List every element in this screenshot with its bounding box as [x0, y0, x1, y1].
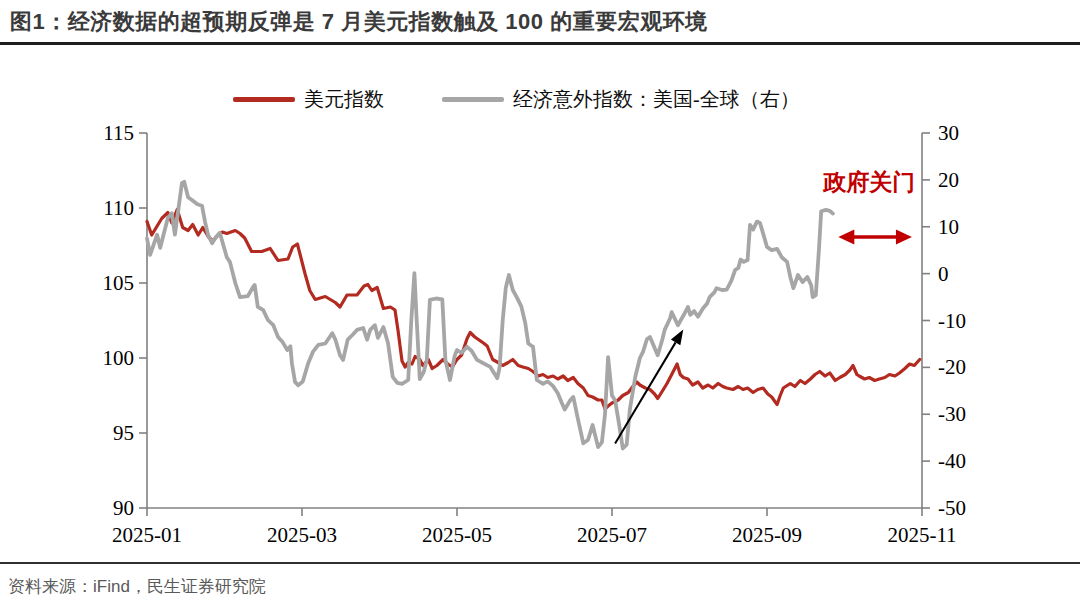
- left-axis-tick-label: 105: [103, 271, 135, 295]
- right-axis-tick-label: -30: [938, 402, 966, 426]
- x-axis-tick-label: 2025-05: [422, 523, 492, 547]
- x-axis-tick-label: 2025-07: [577, 523, 647, 547]
- x-axis-tick-label: 2025-01: [112, 523, 182, 547]
- trend-up-arrow-head-icon: [671, 330, 683, 346]
- x-axis-tick-label: 2025-03: [267, 523, 337, 547]
- left-axis-tick-label: 90: [113, 496, 134, 520]
- right-axis-tick-label: 20: [938, 168, 959, 192]
- figure-container: 图1：经济数据的超预期反弹是 7 月美元指数触及 100 的重要宏观环境 美元指…: [0, 0, 1080, 611]
- right-axis-tick-label: -50: [938, 496, 966, 520]
- right-axis-tick-label: 10: [938, 215, 959, 239]
- x-axis-tick-label: 2025-09: [732, 523, 802, 547]
- left-axis-tick-label: 115: [103, 121, 134, 145]
- shutdown-annotation-label: 政府关门: [822, 169, 915, 195]
- right-axis-tick-label: 30: [938, 121, 959, 145]
- x-axis-tick-label: 2025-11: [887, 523, 956, 547]
- left-axis-tick-label: 110: [103, 196, 134, 220]
- source-divider: [0, 562, 1080, 564]
- right-axis-tick-label: -40: [938, 449, 966, 473]
- right-axis-tick-label: -10: [938, 309, 966, 333]
- dual-axis-line-chart: 11511010510095903020100-10-20-30-40-5020…: [0, 0, 1080, 568]
- shutdown-arrow-left-head-icon: [838, 230, 854, 245]
- left-axis-tick-label: 95: [113, 421, 134, 445]
- left-axis-tick-label: 100: [103, 346, 135, 370]
- right-axis-tick-label: 0: [938, 262, 949, 286]
- right-axis-tick-label: -20: [938, 355, 966, 379]
- shutdown-arrow-right-head-icon: [896, 230, 912, 245]
- surprise-index-line: [147, 182, 833, 449]
- source-text: 资料来源：iFind，民生证券研究院: [8, 575, 266, 598]
